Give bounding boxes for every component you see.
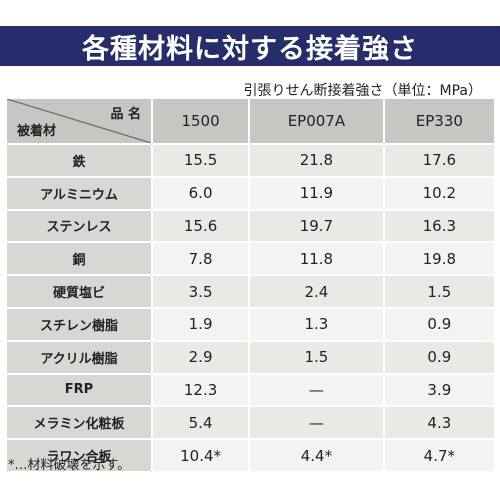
table-cell: — <box>248 372 383 406</box>
title-banner: 各種材料に対する接着強さ <box>0 26 500 66</box>
corner-cell: 品 名 被着材 <box>7 99 151 143</box>
table-cell: 2.9 <box>151 339 249 373</box>
table-row: アルミニウム 6.0 11.9 10.2 <box>7 175 494 209</box>
row-material-label: メラミン化粧板 <box>7 405 151 439</box>
table-cell: 1.3 <box>248 306 383 340</box>
table-row: メラミン化粧板 5.4—4.3 <box>7 405 494 439</box>
table-cell: 19.8 <box>382 241 494 275</box>
table-row: ラワン合板 10.4* 4.4* 4.7* <box>7 438 494 471</box>
unit-note: 引張りせん断接着強さ（単位：MPa） <box>243 83 482 99</box>
table-cell: 19.7 <box>248 208 383 242</box>
table-cell: 1.5 <box>248 339 383 373</box>
table-cell: 3.5 <box>151 274 249 307</box>
column-header: 1500 <box>151 99 249 143</box>
table-cell: 4.3 <box>382 405 494 439</box>
page-title: 各種材料に対する接着強さ <box>82 33 418 65</box>
table-row: ステンレス 15.6 19.7 16.3 <box>7 208 494 242</box>
table-cell: 10.4* <box>151 438 249 471</box>
table-cell: 1.9 <box>151 306 249 340</box>
table-cell: 21.8 <box>248 143 383 176</box>
table-cell: 10.2 <box>382 175 494 209</box>
table-cell: 11.9 <box>248 175 383 209</box>
table-row: 鉄 15.5 21.8 17.6 <box>7 143 494 176</box>
row-material-label: ラワン合板 <box>7 438 151 471</box>
table-cell: 2.4 <box>248 274 383 307</box>
row-material-label: アクリル樹脂 <box>7 339 151 373</box>
row-material-label: ステンレス <box>7 208 151 242</box>
row-material-label: アルミニウム <box>7 175 151 209</box>
table-cell: 17.6 <box>382 143 494 176</box>
table-cell: 0.9 <box>382 339 494 373</box>
table-row: 銅 7.8 11.8 19.8 <box>7 241 494 275</box>
table-cell: 6.0 <box>151 175 249 209</box>
corner-material-label: 被着材 <box>17 124 57 139</box>
table-cell: 5.4 <box>151 405 249 439</box>
table-cell: 3.9 <box>382 372 494 406</box>
table-cell: 15.5 <box>151 143 249 176</box>
table-row: スチレン樹脂 1.9 1.3 0.9 <box>7 306 494 340</box>
table-cell: 4.7* <box>382 438 494 471</box>
footnote: *…材料破壊を示す。 <box>8 458 131 473</box>
strength-table: 品 名 被着材 1500 EP007A EP330 鉄 15.5 21.8 17.6 ア… <box>7 99 494 471</box>
table-cell: 7.8 <box>151 241 249 275</box>
row-material-label: FRP <box>7 372 151 406</box>
corner-product-label: 品 名 <box>110 107 141 122</box>
row-material-label: 鉄 <box>7 143 151 176</box>
table-row: アクリル樹脂 2.9 1.5 0.9 <box>7 339 494 373</box>
table-cell: 12.3 <box>151 372 249 406</box>
table-cell: — <box>248 405 383 439</box>
table-row: FRP 12.3—3.9 <box>7 372 494 406</box>
table-cell: 0.9 <box>382 306 494 340</box>
row-material-label: 硬質塩ビ <box>7 274 151 307</box>
column-header: EP330 <box>382 99 494 143</box>
row-material-label: 銅 <box>7 241 151 275</box>
table-cell: 1.5 <box>382 274 494 307</box>
table-cell: 15.6 <box>151 208 249 242</box>
row-material-label: スチレン樹脂 <box>7 306 151 340</box>
table-header-row: 品 名 被着材 1500 EP007A EP330 <box>7 99 494 143</box>
table-cell: 4.4* <box>248 438 383 471</box>
table-row: 硬質塩ビ 3.5 2.4 1.5 <box>7 274 494 307</box>
table-cell: 16.3 <box>382 208 494 242</box>
table-cell: 11.8 <box>248 241 383 275</box>
column-header: EP007A <box>248 99 383 143</box>
